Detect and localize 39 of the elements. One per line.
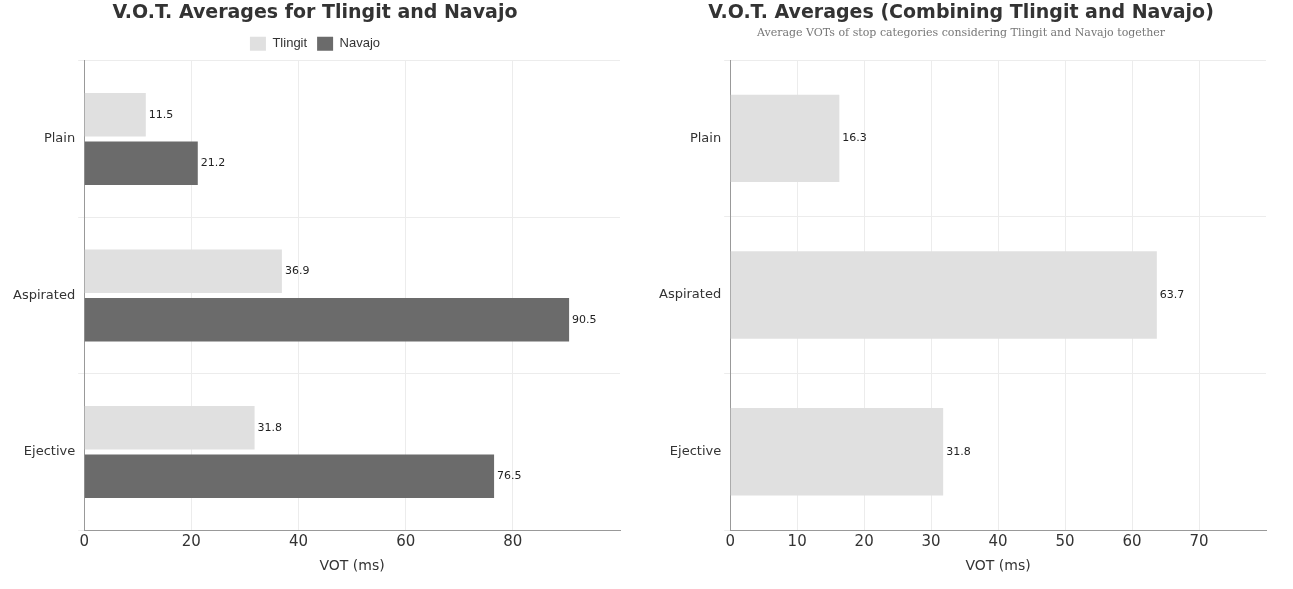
x-tick-label: 80 — [503, 532, 523, 551]
data-label: 90.5 — [572, 312, 597, 326]
y-tick-label: Aspirated — [12, 286, 76, 302]
data-label: 76.5 — [497, 469, 522, 483]
chart-subtitle: Average VOTs of stop categories considering Tlingit and Navajo together — [755, 26, 1166, 40]
data-label: 63.7 — [1159, 287, 1185, 301]
y-tick-label: Plain — [43, 130, 76, 146]
data-label: 36.9 — [284, 264, 310, 278]
data-label: 11.5 — [148, 107, 174, 121]
data-label: 16.3 — [842, 131, 867, 145]
data-label: 21.2 — [200, 156, 226, 170]
x-tick-label: 20 — [181, 532, 201, 551]
x-axis-title: VOT (ms) — [965, 557, 1031, 574]
bar — [84, 141, 198, 186]
x-tick-label: 50 — [1055, 532, 1075, 551]
legend-label: Tlingit — [272, 35, 308, 51]
y-tick-label: Plain — [689, 129, 722, 145]
x-tick-label: 60 — [396, 532, 416, 551]
x-axis-title: VOT (ms) — [319, 557, 385, 574]
x-tick-label: 0 — [725, 532, 735, 551]
x-tick-label: 70 — [1189, 532, 1209, 551]
x-tick-label: 20 — [854, 532, 874, 551]
bar — [84, 454, 495, 499]
bar — [84, 297, 570, 342]
data-label: 31.8 — [257, 420, 283, 434]
x-tick-label: 40 — [288, 532, 309, 551]
x-tick-label: 0 — [79, 532, 89, 551]
chart-title: V.O.T. Averages for Tlingit and Navajo — [112, 0, 518, 23]
chart-title: V.O.T. Averages (Combining Tlingit and Navajo) — [708, 0, 1214, 23]
x-tick-label: 10 — [787, 532, 807, 551]
x-tick-label: 30 — [921, 532, 941, 551]
data-label: 31.8 — [946, 444, 971, 458]
y-tick-label: Ejective — [23, 443, 76, 459]
y-tick-label: Aspirated — [658, 286, 722, 302]
x-tick-label: 40 — [988, 532, 1008, 551]
bar — [84, 92, 146, 137]
x-tick-label: 60 — [1122, 532, 1142, 551]
y-tick-label: Ejective — [669, 443, 722, 459]
legend-label: Navajo — [339, 35, 381, 51]
